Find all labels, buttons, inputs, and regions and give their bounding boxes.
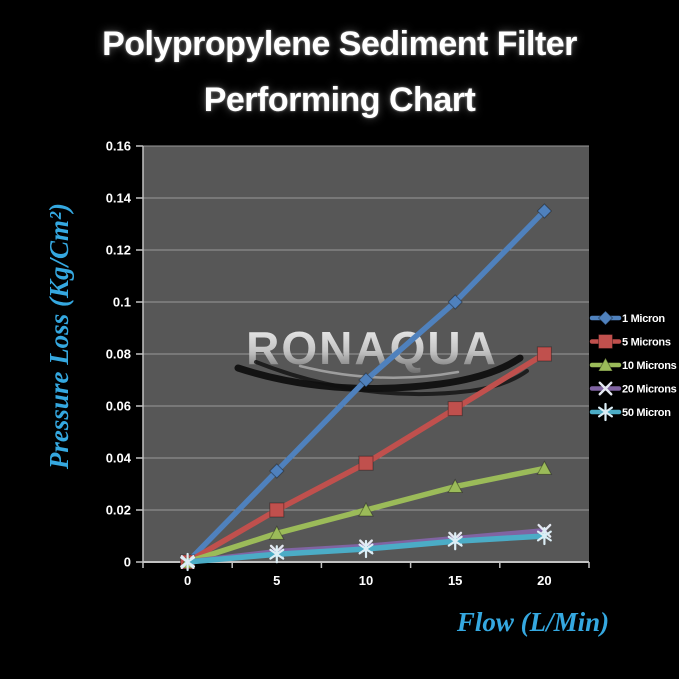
marker-1-micron [447,294,463,310]
y-tick-label: 0.1 [113,295,131,310]
y-tick-label: 0 [124,555,131,570]
legend-label-5-microns: 5 Microns [622,337,671,349]
legend-marker-1-micron [597,310,614,326]
marker-1-micron [536,203,553,219]
marker-50-micron [358,539,374,559]
y-tick-label: 0.06 [106,399,131,414]
y-tick-label: 0.08 [106,347,131,362]
y-tick-label: 0.04 [106,451,132,466]
watermark-wave-light [298,364,460,379]
series-1-micron [179,203,553,570]
legend-marker-5-microns [598,334,613,349]
marker-1-micron [269,463,285,479]
legend-label-20-microns: 20 Microns [622,384,677,396]
marker-5-microns [358,455,374,471]
y-tick-label: 0.14 [106,191,132,206]
legend-marker-20-microns [598,381,613,396]
x-axis-title: Flow (L/Min) [456,607,609,637]
x-tick-label: 10 [359,573,373,588]
legend-label-1-micron: 1 Micron [622,313,665,325]
watermark-text: RONAQUA [246,322,498,374]
legend-item-5-microns: 5 Microns [589,334,671,349]
marker-50-micron [180,552,196,572]
marker-1-micron [358,372,374,388]
marker-50-micron [447,532,463,551]
marker-50-micron [536,526,552,546]
chart-title: Polypropylene Sediment Filter Performing… [0,16,679,128]
legend-item-20-microns: 20 Microns [589,381,677,396]
marker-10-microns [358,501,374,517]
legend-item-50-micron: 50 Micron [589,402,672,422]
watermark-swoosh [254,360,529,397]
marker-10-microns [536,460,553,475]
y-tick-label: 0.16 [106,139,131,154]
watermark-swoosh [234,354,524,392]
x-tick-label: 20 [537,573,551,588]
legend: 1 Micron 5 Microns 10 Microns 20 Microns 50 … [589,310,677,422]
x-tick-label: 0 [184,573,191,588]
marker-50-micron [269,545,285,564]
legend-marker-50-micron [598,402,613,422]
marker-5-microns [536,346,552,362]
legend-label-10-microns: 10 Microns [622,360,677,372]
x-tick-label: 15 [448,573,462,588]
legend-item-1-micron: 1 Micron [589,310,666,326]
legend-label-50-micron: 50 Micron [622,407,671,419]
marker-10-microns [268,525,285,540]
marker-5-microns [269,502,285,518]
legend-marker-10-microns [597,356,614,372]
legend-item-10-microns: 10 Microns [589,356,677,372]
y-axis-title: Pressure Loss (Kg/Cm²) [44,203,74,470]
y-tick-label: 0.02 [106,503,131,518]
x-tick-label: 5 [273,573,280,588]
chart-title-line2: Performing Chart [203,81,476,119]
marker-10-microns [447,478,464,494]
y-tick-label: 0.12 [106,243,131,258]
marker-5-microns [447,401,463,417]
series-50-micron [180,526,552,572]
chart-title-line1: Polypropylene Sediment Filter [102,25,577,63]
